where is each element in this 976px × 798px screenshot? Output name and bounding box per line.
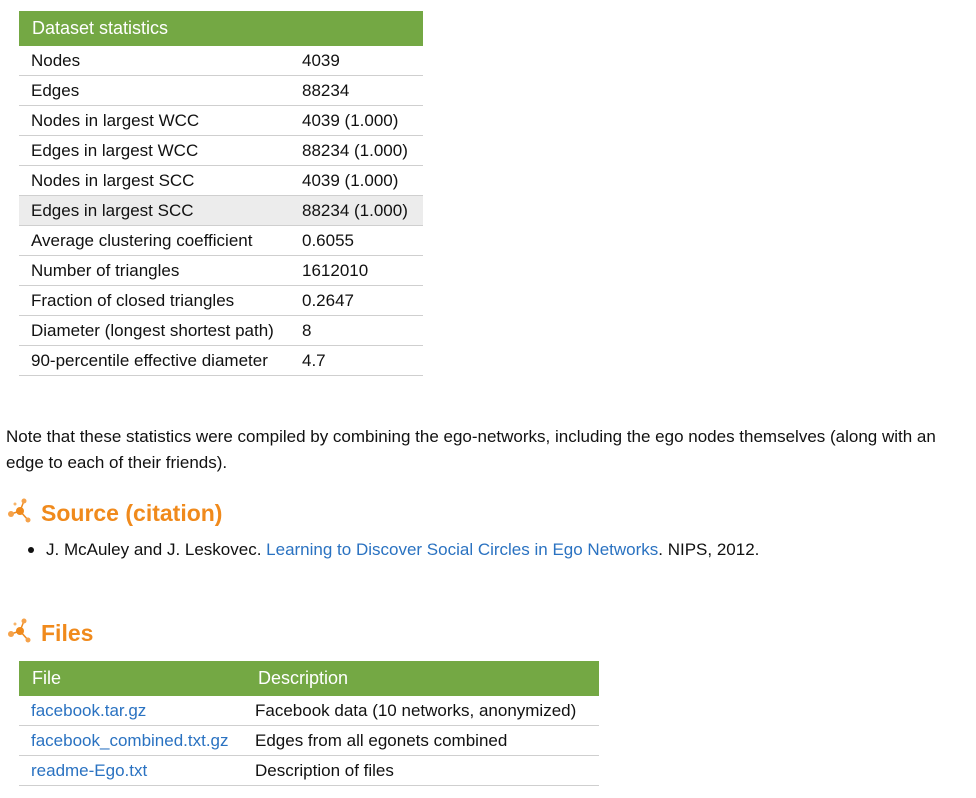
- stat-label: Number of triangles: [19, 255, 292, 286]
- stat-label: 90-percentile effective diameter: [19, 345, 292, 376]
- file-link[interactable]: facebook_combined.txt.gz: [31, 730, 229, 750]
- stat-value: 88234: [292, 75, 423, 106]
- stat-label: Fraction of closed triangles: [19, 285, 292, 316]
- citation-suffix: . NIPS, 2012.: [658, 540, 760, 559]
- table-row: Nodes in largest SCC 4039 (1.000): [19, 165, 423, 196]
- file-link[interactable]: readme-Ego.txt: [31, 760, 148, 780]
- stat-label: Nodes in largest SCC: [19, 165, 292, 196]
- table-row: Fraction of closed triangles 0.2647: [19, 285, 423, 316]
- file-link[interactable]: facebook.tar.gz: [31, 700, 147, 720]
- file-description: Description of files: [245, 755, 599, 786]
- files-section-heading: Files: [6, 616, 93, 650]
- file-cell: facebook_combined.txt.gz: [19, 725, 245, 756]
- table-row: Average clustering coefficient 0.6055: [19, 225, 423, 256]
- stat-label: Nodes: [19, 46, 292, 76]
- stat-label: Diameter (longest shortest path): [19, 315, 292, 346]
- citation-list-item: J. McAuley and J. Leskovec. Learning to …: [28, 540, 759, 560]
- dataset-statistics-table: Dataset statistics Nodes 4039 Edges 88234 …: [19, 11, 423, 376]
- stat-value: 4.7: [292, 345, 423, 376]
- table-row: readme-Ego.txt Description of files: [19, 755, 599, 786]
- table-row: 90-percentile effective diameter 4.7: [19, 345, 423, 376]
- citation-paper-link[interactable]: Learning to Discover Social Circles in E…: [266, 540, 659, 559]
- citation-prefix: J. McAuley and J. Leskovec.: [46, 540, 267, 559]
- table-row: Diameter (longest shortest path) 8: [19, 315, 423, 346]
- stat-value: 8: [292, 315, 423, 346]
- source-heading-text: Source (citation): [41, 499, 223, 526]
- stat-value: 0.2647: [292, 285, 423, 316]
- files-table: File Description facebook.tar.gz Faceboo…: [19, 661, 599, 786]
- file-description: Facebook data (10 networks, anonymized): [245, 696, 599, 726]
- stat-value: 0.6055: [292, 225, 423, 256]
- table-row: Number of triangles 1612010: [19, 255, 423, 286]
- molecule-icon: [6, 496, 41, 530]
- stat-label: Nodes in largest WCC: [19, 105, 292, 136]
- molecule-icon: [6, 616, 41, 650]
- table-row: Edges 88234: [19, 75, 423, 106]
- stat-value: 1612010: [292, 255, 423, 286]
- bullet-icon: [28, 547, 34, 553]
- stats-table-header: Dataset statistics: [19, 11, 423, 46]
- table-row-highlighted: Edges in largest SCC 88234 (1.000): [19, 195, 423, 226]
- source-section-heading: Source (citation): [6, 496, 222, 530]
- stat-value: 88234 (1.000): [292, 135, 423, 166]
- stat-value: 4039: [292, 46, 423, 76]
- table-row: facebook_combined.txt.gz Edges from all …: [19, 725, 599, 756]
- table-row: Edges in largest WCC 88234 (1.000): [19, 135, 423, 166]
- stat-value: 88234 (1.000): [292, 195, 423, 226]
- stat-value: 4039 (1.000): [292, 165, 423, 196]
- files-heading-text: Files: [41, 619, 94, 646]
- statistics-note: Note that these statistics were compiled…: [6, 427, 936, 472]
- stat-value: 4039 (1.000): [292, 105, 423, 136]
- files-column-description: Description: [245, 661, 599, 696]
- files-column-file: File: [19, 661, 245, 696]
- file-description: Edges from all egonets combined: [245, 725, 599, 756]
- stat-label: Edges: [19, 75, 292, 106]
- table-row: facebook.tar.gz Facebook data (10 networ…: [19, 696, 599, 726]
- stat-label: Average clustering coefficient: [19, 225, 292, 256]
- table-row: Nodes 4039: [19, 46, 423, 76]
- file-cell: readme-Ego.txt: [19, 755, 245, 786]
- file-cell: facebook.tar.gz: [19, 696, 245, 726]
- stat-label: Edges in largest WCC: [19, 135, 292, 166]
- table-row: Nodes in largest WCC 4039 (1.000): [19, 105, 423, 136]
- stat-label: Edges in largest SCC: [19, 195, 292, 226]
